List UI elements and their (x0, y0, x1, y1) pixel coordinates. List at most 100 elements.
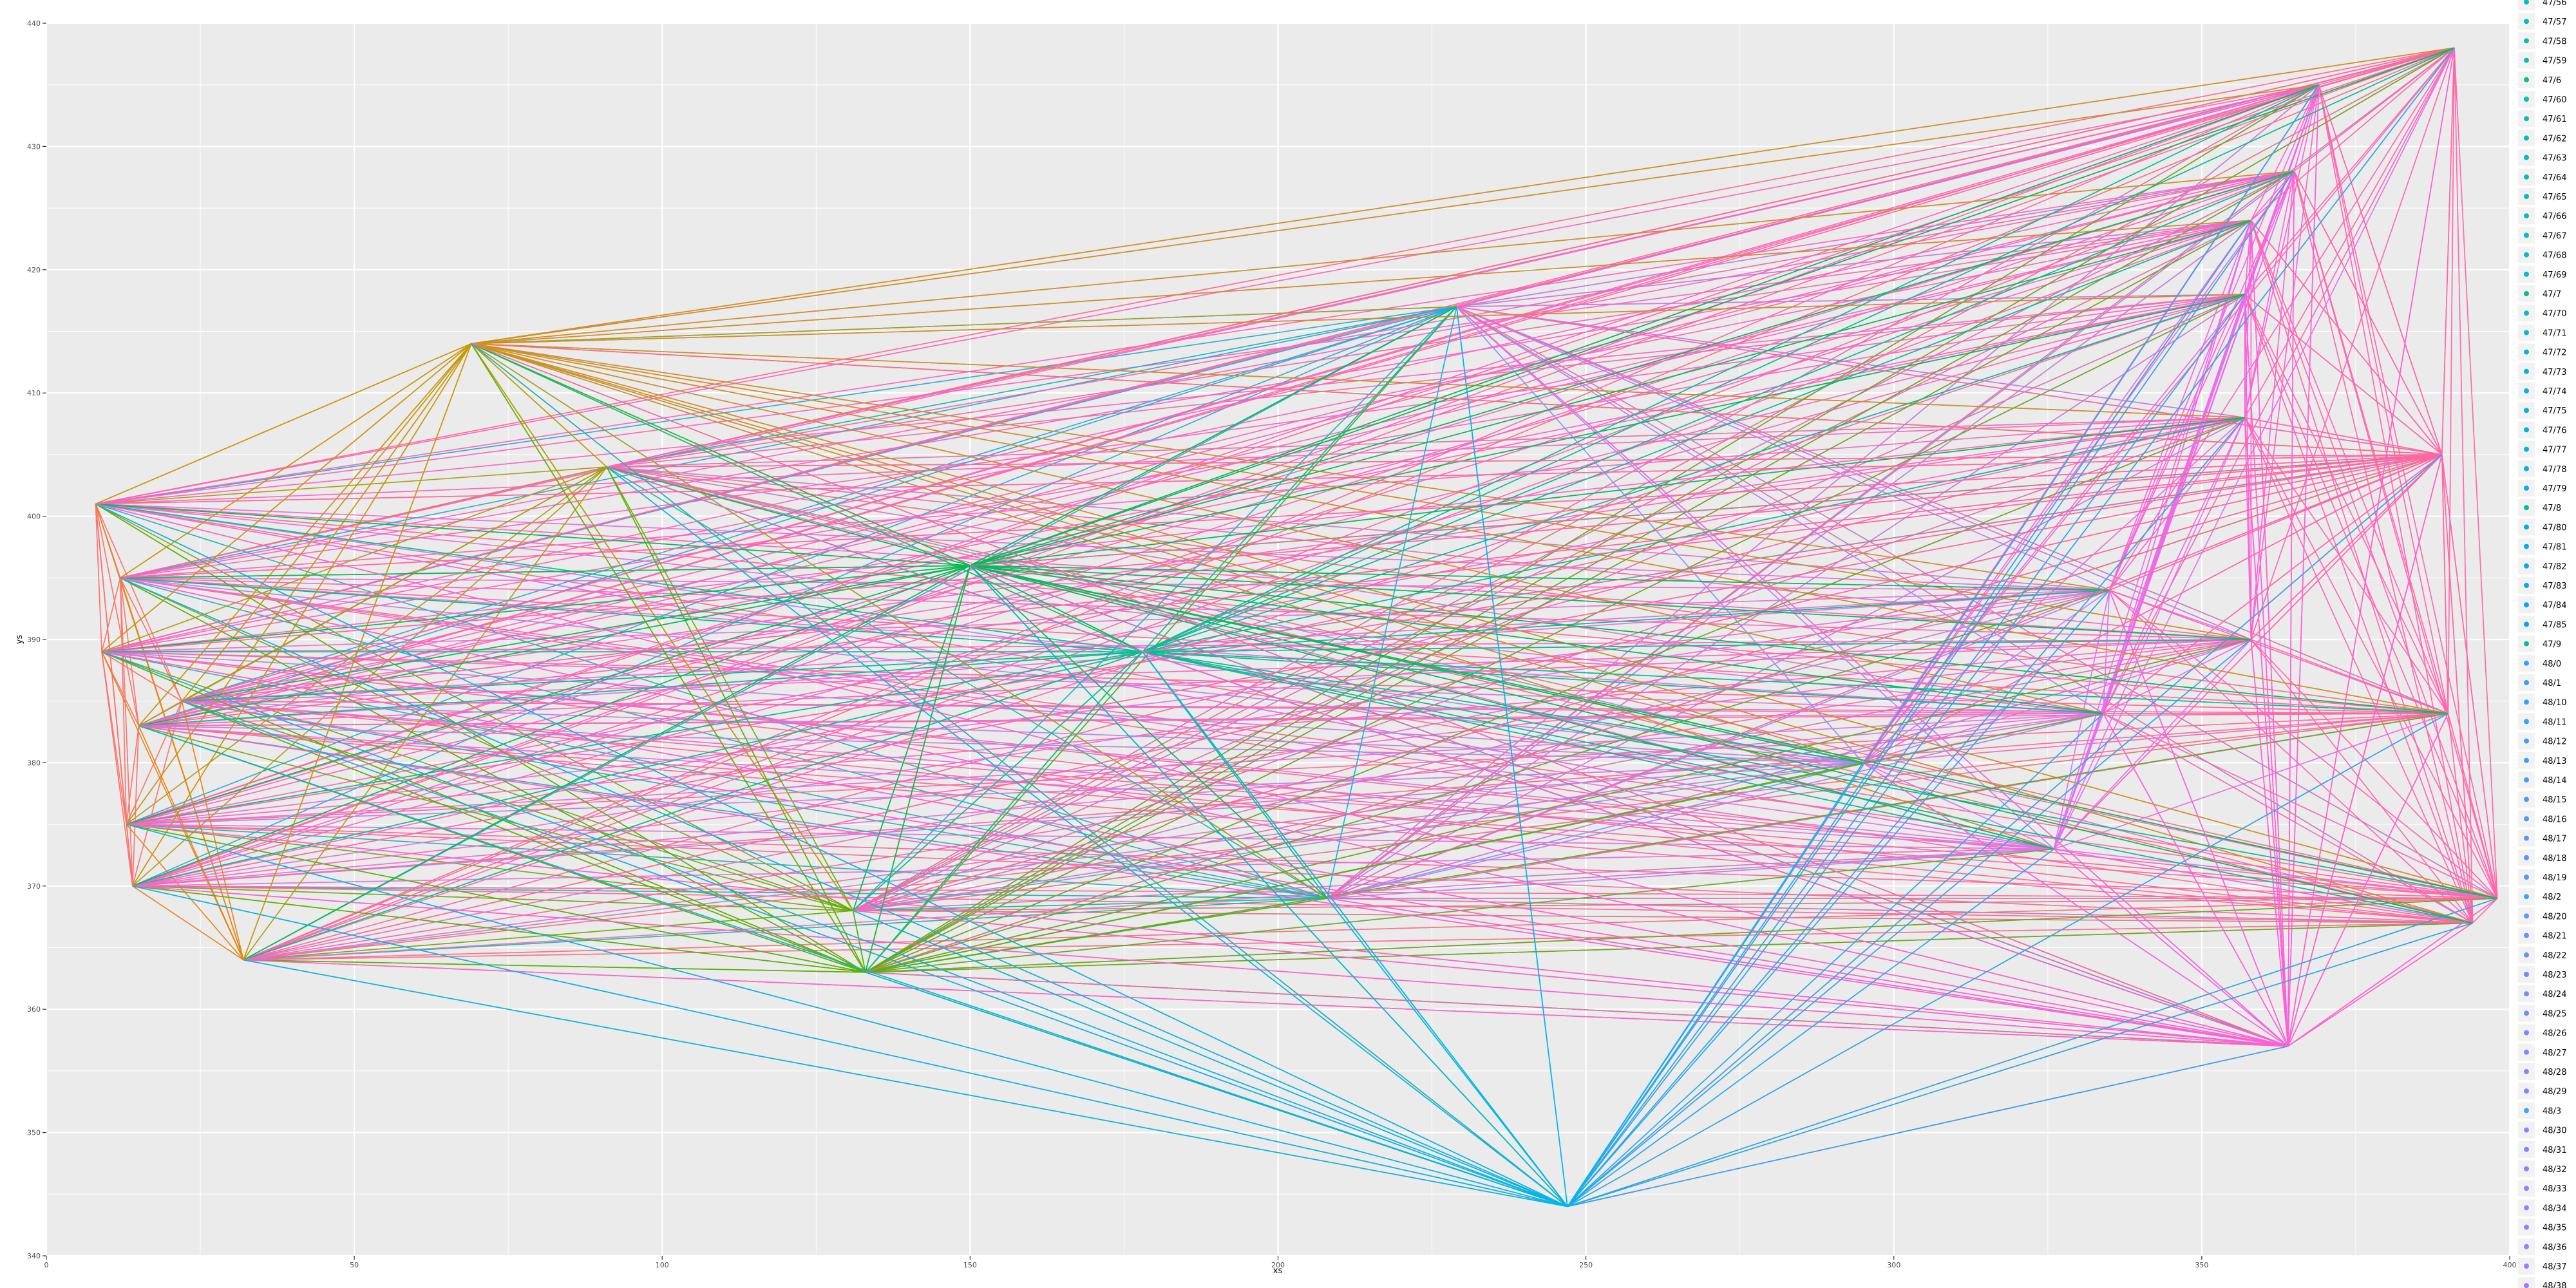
legend-key (2524, 1264, 2529, 1269)
edge-line (1862, 417, 2246, 763)
edge-line (1456, 306, 2110, 591)
edge-line (853, 170, 2295, 911)
edge-line (969, 306, 1457, 566)
edge-line (471, 343, 1864, 764)
legend-key (2524, 757, 2529, 763)
edge-line (182, 700, 1568, 1208)
legend-key (2524, 1224, 2529, 1230)
edge-line (607, 220, 2251, 468)
edge-line (126, 824, 866, 973)
legend-key (2524, 38, 2529, 44)
edge-line (606, 466, 854, 911)
legend-item: 48/1 (2518, 674, 2561, 691)
legend-item: 47/59 (2518, 52, 2566, 69)
edge-line (1862, 47, 2455, 763)
edge-line (2103, 47, 2455, 714)
legend-label: 48/23 (2543, 971, 2566, 980)
edge-line (1456, 170, 2295, 308)
edge-line (138, 343, 472, 726)
edge-line (970, 565, 2498, 899)
edge-line (970, 170, 2295, 566)
edge-line (471, 343, 2473, 923)
edge-line (2103, 713, 2498, 899)
legend-item: 48/20 (2518, 907, 2566, 925)
legend-key (2524, 1108, 2529, 1113)
edge-line (1142, 651, 2473, 924)
edge-line (126, 824, 2497, 899)
legend-item: 47/70 (2518, 305, 2566, 322)
edge-line (1456, 294, 2245, 308)
edge-line (138, 713, 2448, 726)
edge-line (2250, 84, 2320, 640)
legend-label: 48/17 (2543, 835, 2566, 844)
legend-label: 47/65 (2543, 193, 2566, 202)
x-tick-label: 150 (963, 1261, 977, 1269)
edge-line (126, 565, 971, 825)
legend-label: 48/11 (2543, 717, 2566, 727)
legend-item: 48/31 (2518, 1141, 2566, 1158)
edge-line (132, 454, 2442, 887)
edge-line (126, 170, 2295, 825)
legend-item: 48/3 (2518, 1102, 2561, 1119)
legend-label: 47/85 (2543, 620, 2566, 630)
edge-line (95, 220, 2251, 505)
legend-key (2524, 310, 2529, 316)
legend-item: 47/74 (2518, 383, 2566, 399)
legend-key (2524, 291, 2529, 296)
edge-line (471, 343, 2251, 640)
edge-line (95, 343, 472, 505)
legend-label: 47/62 (2543, 134, 2566, 144)
edge-line (1327, 220, 2251, 899)
legend-item: 47/56 (2518, 0, 2566, 10)
legend-label: 47/78 (2543, 465, 2566, 475)
edge-line (1567, 47, 2455, 1207)
edge-line (126, 454, 2442, 825)
legend-item: 48/22 (2518, 946, 2566, 963)
edge-line (95, 504, 102, 652)
edge-line (182, 651, 1143, 702)
edge-line (471, 343, 2289, 1047)
edge-line (138, 725, 2497, 899)
legend-item: 47/61 (2518, 110, 2566, 128)
edge-line (606, 466, 2473, 923)
edge-line (126, 466, 607, 825)
edge-line (607, 306, 1457, 468)
edge-line (95, 503, 2288, 1047)
edge-line (970, 565, 2473, 923)
edge-line (119, 578, 128, 825)
edge-line (2103, 454, 2443, 714)
edge-line (1327, 417, 2246, 899)
edge-line (2053, 639, 2251, 849)
legend-item: 47/78 (2518, 460, 2566, 477)
edge-line (970, 565, 2054, 850)
legend-key (2524, 933, 2529, 938)
edge-line (1456, 306, 2289, 1047)
legend-item: 47/57 (2518, 13, 2566, 30)
edge-line (95, 503, 2103, 714)
legend-key (2524, 388, 2529, 393)
legend-key (2524, 232, 2529, 238)
edge-line (1456, 306, 2054, 849)
edge-line (2293, 171, 2443, 455)
edge-line (1142, 170, 2295, 652)
legend-item: 48/19 (2518, 869, 2566, 886)
legend-key (2524, 875, 2529, 880)
y-tick-label: 390 (27, 636, 41, 644)
legend-label: 47/80 (2543, 523, 2566, 533)
legend-key (2524, 583, 2529, 588)
edge-line (471, 343, 1328, 899)
edge-line (2244, 294, 2289, 1046)
edge-line (607, 47, 2455, 468)
edge-line (138, 651, 1143, 726)
edge-line (1456, 306, 2245, 419)
legend-item: 47/84 (2518, 596, 2566, 614)
edge-line (138, 565, 971, 726)
legend-label: 48/13 (2543, 757, 2566, 766)
edge-line (2447, 713, 2498, 899)
edge-line (2103, 590, 2110, 714)
legend-label: 48/21 (2543, 932, 2566, 942)
legend-item: 47/80 (2518, 518, 2566, 536)
edge-line (853, 639, 2251, 911)
edge-line (970, 565, 2289, 1047)
